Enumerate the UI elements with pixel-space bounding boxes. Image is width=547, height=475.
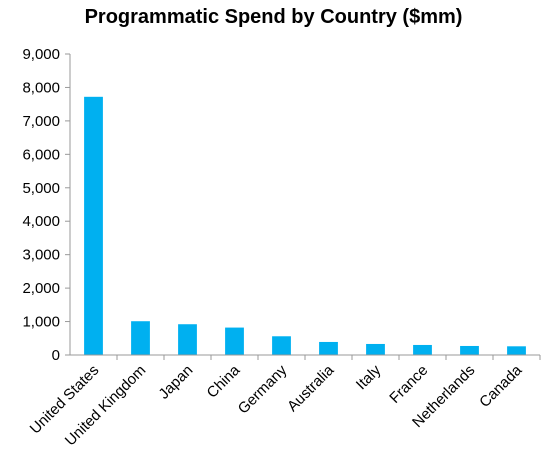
y-tick-label: 5,000 bbox=[22, 180, 60, 197]
x-tick-label: Italy bbox=[353, 361, 385, 393]
bar bbox=[507, 346, 526, 355]
bar bbox=[178, 324, 197, 355]
y-tick-label: 2,000 bbox=[22, 280, 60, 297]
x-tick-label: United Kingdom bbox=[62, 362, 149, 449]
bar bbox=[225, 327, 244, 355]
bar bbox=[131, 321, 150, 355]
bars bbox=[84, 96, 526, 355]
x-tick-label: Germany bbox=[235, 361, 291, 417]
y-tick-label: 9,000 bbox=[22, 46, 60, 63]
y-tick-label: 7,000 bbox=[22, 113, 60, 130]
x-tick-label: Japan bbox=[155, 362, 196, 403]
bar bbox=[460, 345, 479, 355]
y-tick-label: 4,000 bbox=[22, 213, 60, 230]
y-tick-label: 8,000 bbox=[22, 79, 60, 96]
bar bbox=[366, 343, 385, 355]
y-tick-label: 0 bbox=[52, 347, 60, 364]
y-tick-label: 1,000 bbox=[22, 314, 60, 331]
x-tick-label: Australia bbox=[284, 361, 338, 415]
x-tick-label: Canada bbox=[476, 361, 526, 411]
bar bbox=[319, 341, 338, 355]
bar bbox=[84, 96, 103, 355]
bar bbox=[413, 344, 432, 355]
y-tick-label: 6,000 bbox=[22, 146, 60, 163]
x-tick-label: France bbox=[386, 362, 431, 407]
y-tick-label: 3,000 bbox=[22, 247, 60, 264]
x-tick-label: China bbox=[204, 361, 244, 401]
y-axis: 0 1,000 2,000 3,000 4,000 5,000 6,000 7,000 8,00… bbox=[22, 46, 71, 364]
chart-title: Programmatic Spend by Country ($mm) bbox=[84, 6, 463, 28]
bar bbox=[272, 336, 291, 355]
